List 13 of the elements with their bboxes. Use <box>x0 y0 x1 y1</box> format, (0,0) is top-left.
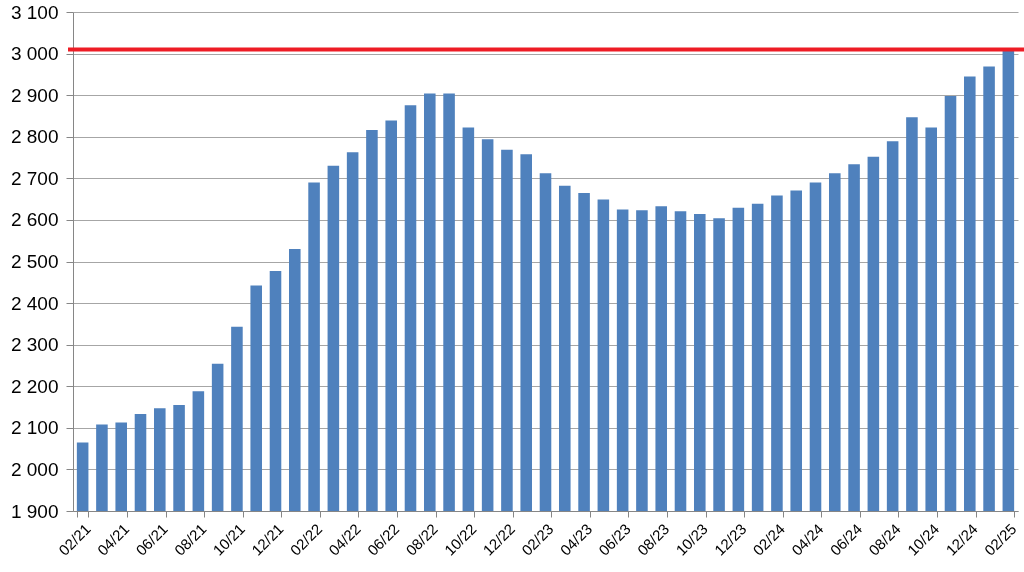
y-tick-label: 2 300 <box>10 334 59 356</box>
y-tick-label: 2 100 <box>10 417 59 439</box>
y-tick-label: 1 900 <box>10 500 59 522</box>
y-tick-label: 2 400 <box>10 292 59 314</box>
y-tick-label: 2 800 <box>10 126 59 148</box>
y-tick-label: 2 700 <box>10 167 59 189</box>
y-tick-label: 2 000 <box>10 458 59 480</box>
y-tick-label: 2 600 <box>10 209 59 231</box>
y-tick-label: 2 500 <box>10 251 59 272</box>
y-tick-label: 2 200 <box>10 375 59 397</box>
y-tick-label: 3 100 <box>10 1 59 23</box>
y-tick-label: 2 900 <box>10 84 59 106</box>
y-tick-label: 3 000 <box>10 43 59 65</box>
